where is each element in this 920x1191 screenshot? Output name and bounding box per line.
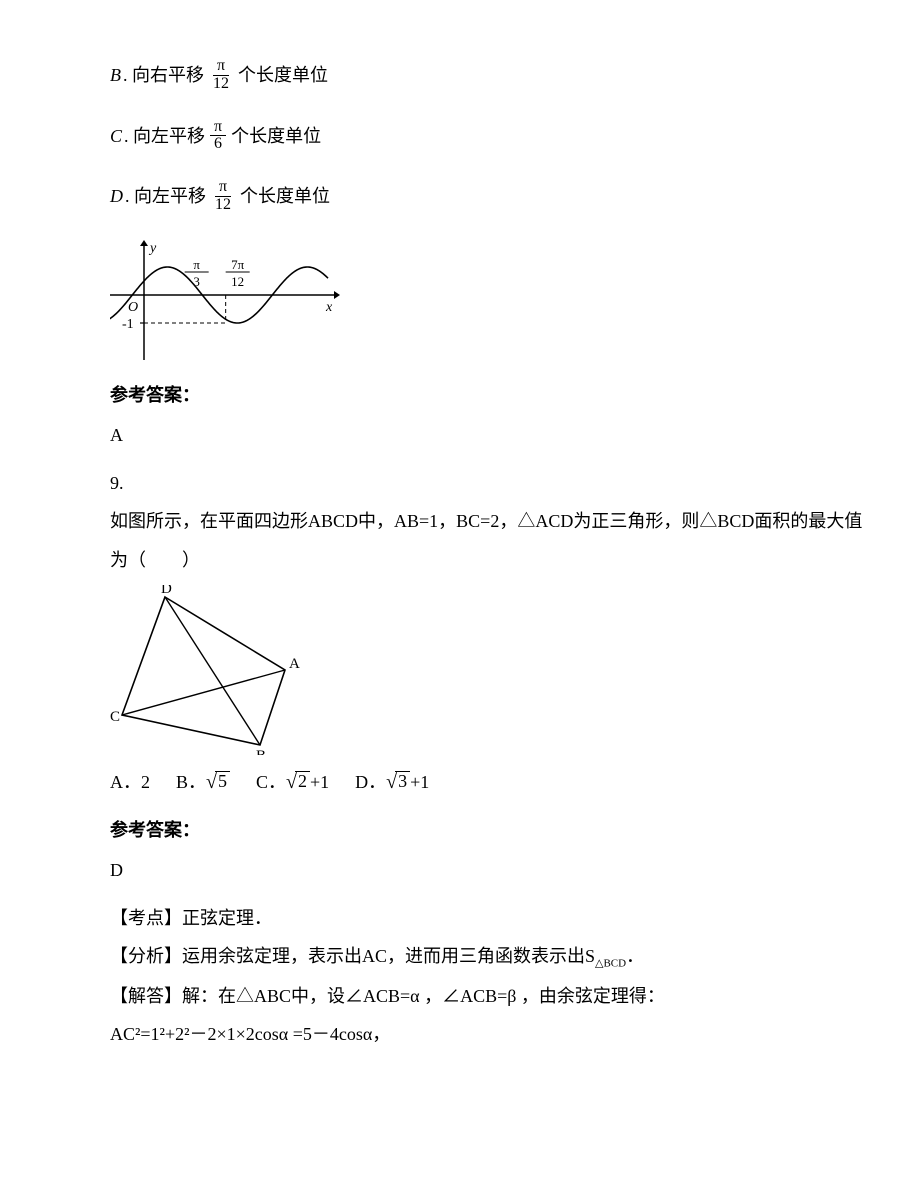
option-d: D . 向左平移 π 12 个长度单位 [110,179,920,214]
svg-text:y: y [148,241,157,256]
answer-heading-8: 参考答案： [110,378,920,412]
svg-text:O: O [128,300,138,315]
svg-text:π: π [193,257,200,272]
option-b: B . 向右平移 π 12 个长度单位 [110,58,920,93]
option-b-frac: π 12 [209,58,233,93]
answer-8: A [110,418,920,452]
choice-a: A．2 [110,765,150,799]
answer-9: D [110,853,920,887]
option-c-post: 个长度单位 [231,119,321,153]
q9-number: 9. [110,466,920,500]
svg-text:7π: 7π [231,257,245,272]
svg-text:A: A [289,656,300,672]
choice-c: C．√2+1 [256,763,329,801]
option-c: C . 向左平移 π 6 个长度单位 [110,119,920,154]
sine-graph: -1 Oy x π 3 7π 12 [110,240,920,360]
jieda-line: 【解答】解：在△ABC中，设∠ACB=α ，∠ACB=β ，由余弦定理得： [110,979,920,1013]
choice-d: D．√3+1 [355,763,429,801]
option-d-post: 个长度单位 [240,179,330,213]
equation-line: AC²=1²+2²－2×1×2cosα =5－4cosα， [110,1017,920,1051]
option-c-frac: π 6 [210,119,226,154]
quadrilateral-svg: D A B C [110,585,310,755]
q9-choices: A．2 B．√5 C．√2+1 D．√3+1 [110,763,920,801]
option-b-post: 个长度单位 [238,58,328,92]
option-d-pre: . 向左平移 [125,179,206,213]
answer-heading-9: 参考答案： [110,813,920,847]
sine-graph-svg: -1 Oy x π 3 7π 12 [110,240,340,360]
svg-text:C: C [110,709,120,725]
svg-text:x: x [325,300,333,315]
fenxi-line: 【分析】运用余弦定理，表示出AC，进而用三角函数表示出S△BCD． [110,939,920,974]
option-d-label: D [110,179,123,213]
svg-text:B: B [256,748,266,755]
svg-text:D: D [161,585,172,597]
svg-text:3: 3 [193,274,200,289]
option-d-frac: π 12 [211,179,235,214]
option-b-pre: . 向右平移 [123,58,204,92]
svg-text:12: 12 [231,274,244,289]
quadrilateral-figure: D A B C [110,585,920,755]
option-c-pre: . 向左平移 [124,119,205,153]
option-b-label: B [110,58,121,92]
option-c-label: C [110,119,122,153]
svg-text:-1: -1 [122,317,134,332]
q9-line2: 为（ ） [110,543,920,577]
kaodian-line: 【考点】正弦定理． [110,901,920,935]
choice-b: B．√5 [176,763,230,801]
q9-line1: 如图所示，在平面四边形ABCD中，AB=1，BC=2，△ACD为正三角形，则△B… [110,504,920,538]
